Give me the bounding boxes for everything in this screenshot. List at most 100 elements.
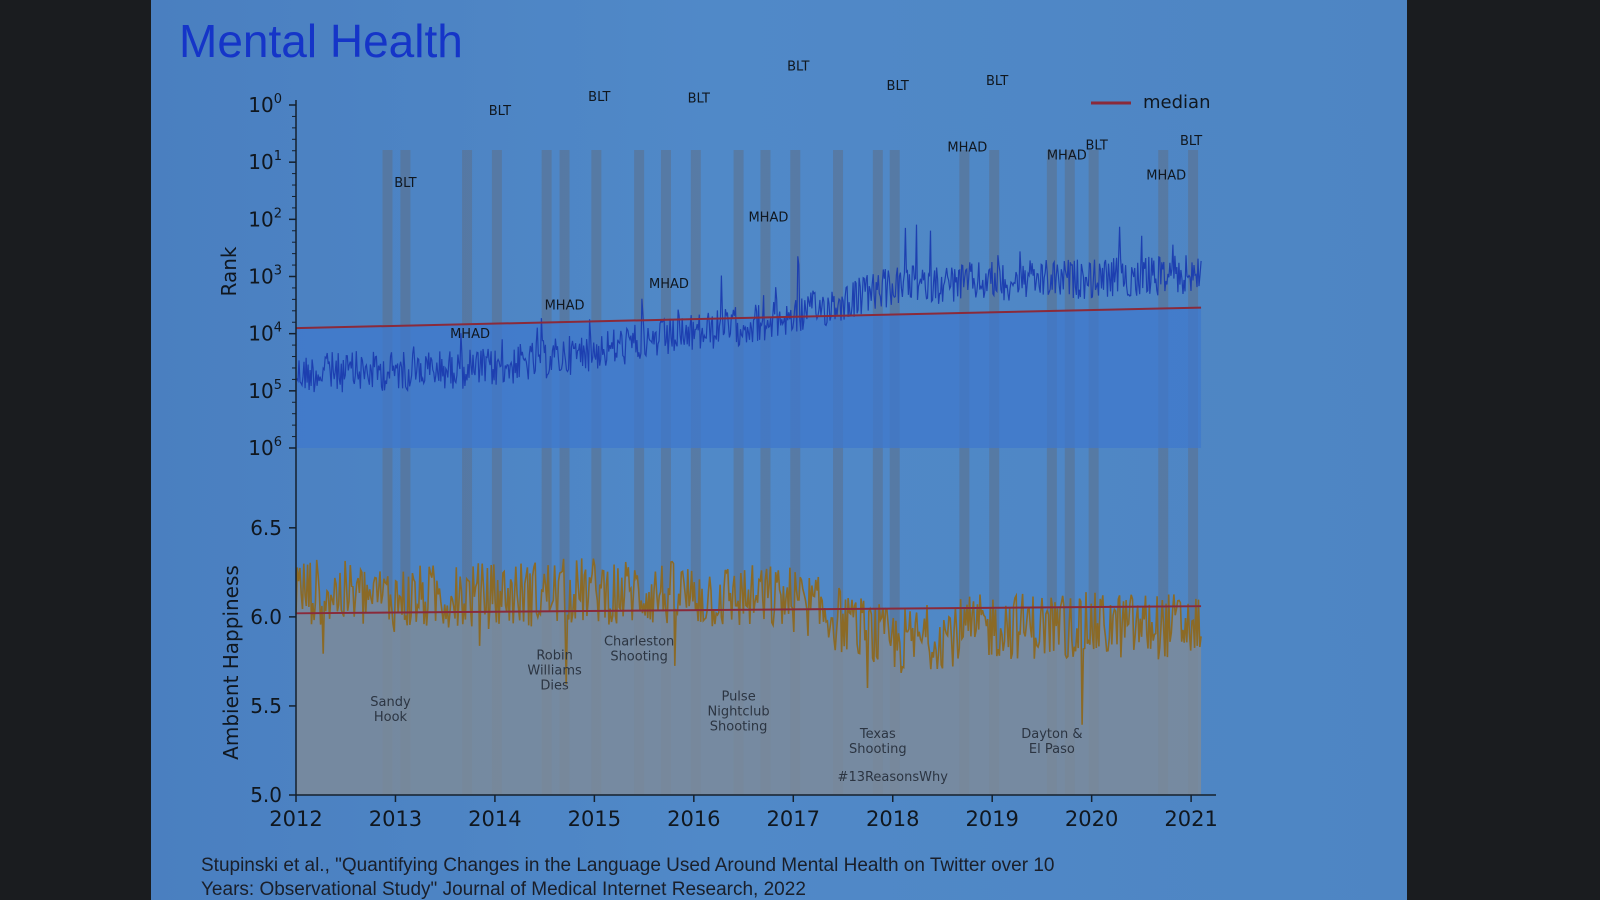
rank-tick-base: 10 xyxy=(248,150,273,174)
event-bar xyxy=(559,150,570,795)
rank-tick-label: 102 xyxy=(248,206,282,231)
event-label-line: Shooting xyxy=(610,649,668,664)
rank-tick-base: 10 xyxy=(248,93,273,117)
x-tick-label: 2016 xyxy=(667,807,720,831)
event-bar xyxy=(634,150,645,795)
x-tick-label: 2012 xyxy=(269,807,322,831)
happiness-area-fill xyxy=(296,558,1202,795)
event-bar xyxy=(733,150,744,795)
x-tick-label: 2014 xyxy=(468,807,521,831)
rank-tick-label: 100 xyxy=(248,92,282,117)
rank-tick-exponent: 1 xyxy=(274,149,282,164)
peak-label: BLT xyxy=(887,79,909,94)
event-label-line: Pulse xyxy=(721,690,755,705)
event-label: #13ReasonsWhy xyxy=(838,770,949,785)
rank-series-line xyxy=(295,224,1202,393)
rank-median-line xyxy=(295,306,1202,330)
event-label: Dayton & El Paso xyxy=(1021,727,1082,757)
event-label: Charleston Shooting xyxy=(604,634,674,664)
event-bars xyxy=(382,150,1199,795)
x-tick-label: 2021 xyxy=(1164,807,1217,831)
peak-label: MHAD xyxy=(545,299,585,314)
peak-label: BLT xyxy=(688,91,710,106)
x-tick-label: 2019 xyxy=(965,807,1018,831)
happiness-tick-label: 6.5 xyxy=(250,516,282,540)
event-bar xyxy=(872,150,883,795)
event-bar xyxy=(1064,150,1075,795)
event-label-line: Dayton & xyxy=(1021,727,1082,742)
event-label-line: Williams xyxy=(527,664,582,679)
event-label-line: Charleston xyxy=(604,634,674,649)
x-tick-label: 2015 xyxy=(568,807,621,831)
happiness-tick-label: 5.5 xyxy=(250,694,282,718)
event-label-line: #13ReasonsWhy xyxy=(838,770,949,785)
rank-tick-base: 10 xyxy=(248,207,273,231)
event-label-line: Nightclub xyxy=(707,705,769,720)
rank-tick-base: 10 xyxy=(248,379,273,403)
event-bar xyxy=(833,150,844,795)
event-label: Robin Williams Dies xyxy=(527,649,582,694)
rank-tick-exponent: 4 xyxy=(274,321,282,336)
mental-health-chart: BLTMHADBLTMHADBLTMHADBLTMHADBLTBLTMHADBL… xyxy=(217,60,1218,831)
rank-tick-label: 101 xyxy=(248,149,282,174)
peak-label: BLT xyxy=(588,90,610,105)
rank-tick-exponent: 0 xyxy=(274,92,282,107)
event-label-line: Hook xyxy=(374,710,408,725)
rank-tick-base: 10 xyxy=(248,265,273,289)
event-label-line: Shooting xyxy=(849,742,907,757)
rank-tick-exponent: 3 xyxy=(274,264,282,279)
event-bar xyxy=(1188,150,1199,795)
rank-panel: BLTMHADBLTMHADBLTMHADBLTMHADBLTBLTMHADBL… xyxy=(295,60,1202,448)
rank-tick-exponent: 6 xyxy=(274,435,282,450)
event-bar xyxy=(790,150,801,795)
event-label-line: Shooting xyxy=(710,720,768,735)
x-tick-label: 2020 xyxy=(1065,807,1118,831)
event-label: Sandy Hook xyxy=(370,695,411,725)
rank-area-fill xyxy=(296,307,1202,448)
x-tick-label: 2018 xyxy=(866,807,919,831)
peak-label: MHAD xyxy=(1146,168,1186,183)
legend: median xyxy=(1091,92,1210,113)
rank-tick-label: 103 xyxy=(248,264,282,289)
peak-label: MHAD xyxy=(947,140,987,155)
rank-tick-exponent: 5 xyxy=(274,378,282,393)
event-bar xyxy=(690,150,701,795)
peak-label: BLT xyxy=(1180,134,1202,149)
event-bar xyxy=(1088,150,1099,795)
legend-median-label: median xyxy=(1143,92,1210,113)
event-label-line: Robin xyxy=(536,649,573,664)
rank-tick-exponent: 2 xyxy=(274,206,282,221)
peak-label: MHAD xyxy=(649,277,689,292)
event-bar xyxy=(1158,150,1169,795)
x-tick-label: 2013 xyxy=(369,807,422,831)
happiness-median-line xyxy=(295,605,1202,615)
peak-label: BLT xyxy=(394,176,416,191)
rank-tick-label: 106 xyxy=(248,435,282,460)
rank-tick-base: 10 xyxy=(248,436,273,460)
event-bar xyxy=(989,150,1000,795)
event-bar xyxy=(541,150,552,795)
happiness-tick-label: 5.0 xyxy=(250,783,282,807)
event-label-line: Texas xyxy=(859,727,896,742)
event-bar xyxy=(591,150,602,795)
peak-label: MHAD xyxy=(1047,149,1087,164)
peak-label: MHAD xyxy=(450,327,490,342)
rank-tick-base: 10 xyxy=(248,322,273,346)
event-bar xyxy=(462,150,473,795)
x-tick-label: 2017 xyxy=(767,807,820,831)
citation-line-1: Stupinski et al., "Quantifying Changes i… xyxy=(201,855,1055,876)
citation-line-2: Years: Observational Study" Journal of M… xyxy=(201,879,806,900)
event-bar xyxy=(660,150,671,795)
citation: Stupinski et al., "Quantifying Changes i… xyxy=(201,854,1054,900)
event-bar xyxy=(1046,150,1057,795)
happiness-axis-title: Ambient Happiness xyxy=(219,565,243,760)
rank-axis-title: Rank xyxy=(217,246,241,296)
happiness-tick-label: 6.0 xyxy=(250,605,282,629)
slide-title: Mental Health xyxy=(179,15,463,67)
event-label-line: El Paso xyxy=(1029,742,1075,757)
peak-label: BLT xyxy=(1085,138,1107,153)
event-bar xyxy=(889,150,900,795)
peak-label: MHAD xyxy=(748,211,788,226)
